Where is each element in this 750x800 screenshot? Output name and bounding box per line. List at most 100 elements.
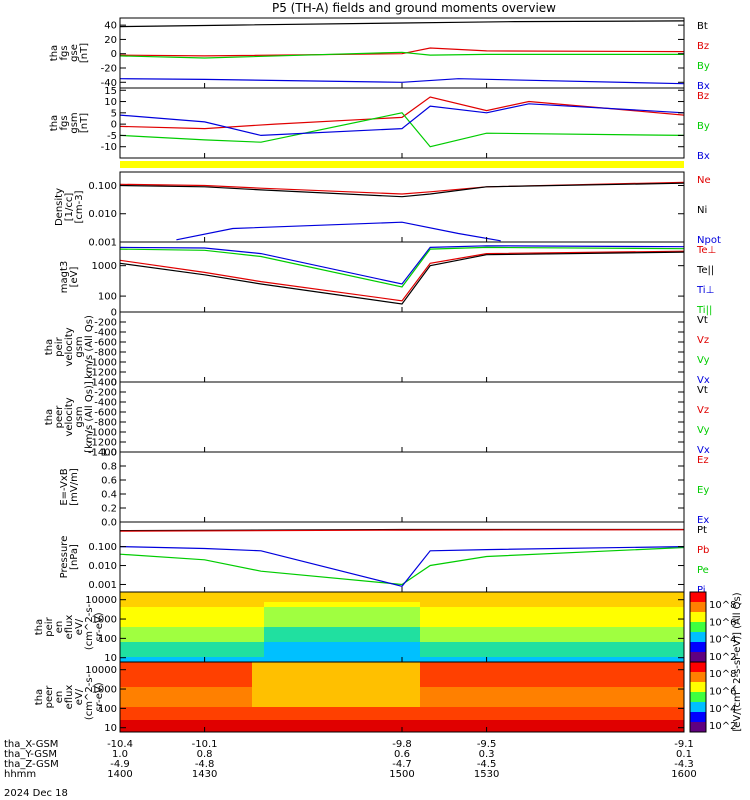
spectrogram-cell [342, 652, 348, 657]
series-line-te [119, 251, 685, 305]
spectrogram-cell [288, 707, 294, 712]
spectrogram-cell [240, 632, 246, 637]
spectrogram-cell [306, 672, 312, 677]
spectrogram-cell [528, 667, 534, 672]
spectrogram-cell [606, 637, 612, 642]
spectrogram-cell [564, 717, 570, 722]
spectrogram-cell [402, 612, 408, 617]
spectrogram-cell [588, 672, 594, 677]
spectrogram-cell [276, 652, 282, 657]
spectrogram-cell [300, 622, 306, 627]
spectrogram-cell [354, 607, 360, 612]
spectrogram-cell [312, 667, 318, 672]
spectrogram-cell [210, 672, 216, 677]
spectrogram-cell [306, 622, 312, 627]
spectrogram-cell [222, 617, 228, 622]
spectrogram-cell [666, 602, 672, 607]
spectrogram-cell [318, 712, 324, 717]
spectrogram-cell [642, 627, 648, 632]
spectrogram-cell [228, 637, 234, 642]
spectrogram-cell [354, 692, 360, 697]
spectrogram-cell [570, 632, 576, 637]
spectrogram-cell [492, 712, 498, 717]
spectrogram-cell [522, 677, 528, 682]
spectrogram-cell [546, 612, 552, 617]
spectrogram-cell [210, 617, 216, 622]
spectrogram-cell [372, 627, 378, 632]
spectrogram-cell [612, 592, 618, 597]
spectrogram-cell [258, 647, 264, 652]
spectrogram-cell [528, 692, 534, 697]
spectrogram-cell [612, 707, 618, 712]
spectrogram-cell [558, 607, 564, 612]
spectrogram-cell [336, 612, 342, 617]
spectrogram-cell [276, 712, 282, 717]
spectrogram-cell [522, 657, 528, 662]
spectrogram-cell [444, 672, 450, 677]
spectrogram-cell [564, 702, 570, 707]
legend-entry: Vy [697, 355, 710, 366]
spectrogram-cell [294, 637, 300, 642]
spectrogram-cell [192, 592, 198, 597]
spectrogram-cell [456, 712, 462, 717]
spectrogram-cell [174, 697, 180, 702]
spectrogram-cell [540, 602, 546, 607]
spectrogram-cell [270, 712, 276, 717]
spectrogram-cell [570, 627, 576, 632]
panel-frame [119, 171, 685, 243]
spectrogram-cell [276, 602, 282, 607]
spectrogram-cell [210, 642, 216, 647]
panel-frame [119, 311, 685, 383]
spectrogram-cell [678, 672, 684, 677]
spectrogram-cell [630, 672, 636, 677]
spectrogram-cell [348, 672, 354, 677]
spectrogram-cell [336, 702, 342, 707]
spectrogram-cell [240, 697, 246, 702]
spectrogram-cell [498, 702, 504, 707]
spectrogram-cell [234, 657, 240, 662]
spectrogram-cell [522, 667, 528, 672]
spectrogram-cell [630, 642, 636, 647]
spectrogram-cell [606, 647, 612, 652]
spectrogram-cell [246, 672, 252, 677]
spectrogram-cell [558, 687, 564, 692]
spectrogram-cell [132, 712, 138, 717]
spectrogram-cell [444, 632, 450, 637]
spectrogram-cell [192, 622, 198, 627]
spectrogram-cell [126, 647, 132, 652]
spectrogram-cell [480, 622, 486, 627]
spectrogram-cell [198, 712, 204, 717]
spectrogram-cell [546, 652, 552, 657]
spectrogram-cell [396, 647, 402, 652]
spectrogram-cell [180, 647, 186, 652]
spectrogram-cell [498, 602, 504, 607]
spectrogram-cell [522, 592, 528, 597]
spectrogram-cell [540, 647, 546, 652]
spectrogram-cell [408, 642, 414, 647]
spectrogram-cell [234, 702, 240, 707]
spectrogram-cell [420, 612, 426, 617]
spectrogram-cell [444, 697, 450, 702]
spectrogram-cell [462, 707, 468, 712]
spectrogram-cell [342, 692, 348, 697]
spectrogram-cell [270, 597, 276, 602]
spectrogram-cell [636, 637, 642, 642]
spectrogram-cell [288, 702, 294, 707]
spectrogram-cell [348, 592, 354, 597]
spectrogram-cell [420, 617, 426, 622]
spectrogram-cell [450, 627, 456, 632]
spectrogram-cell [582, 717, 588, 722]
spectrogram-cell [642, 667, 648, 672]
spectrogram-cell [234, 687, 240, 692]
spectrogram-cell [264, 597, 270, 602]
spectrogram-cell [144, 672, 150, 677]
spectrogram-cell [558, 657, 564, 662]
spectrogram-cell [600, 662, 606, 667]
spectrogram-cell [444, 627, 450, 632]
spectrogram-cell [162, 692, 168, 697]
spectrogram-cell [318, 682, 324, 687]
spectrogram-cell [252, 692, 258, 697]
spectrogram-cell [594, 712, 600, 717]
spectrogram-cell [426, 707, 432, 712]
spectrogram-cell [330, 707, 336, 712]
